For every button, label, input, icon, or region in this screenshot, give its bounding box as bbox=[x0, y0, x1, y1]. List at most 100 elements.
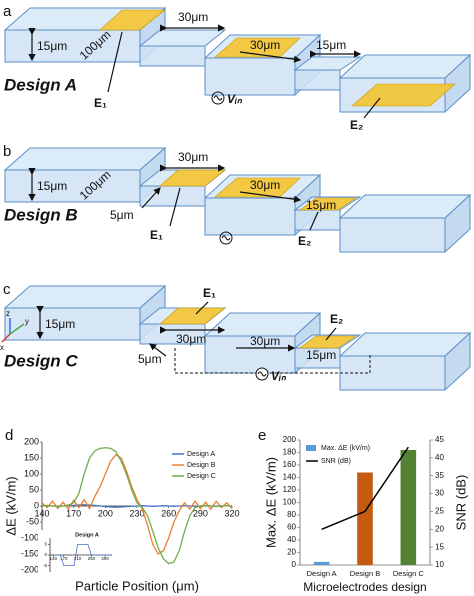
panel-letter: a bbox=[3, 3, 12, 20]
source-label: Vᵢₙ bbox=[227, 92, 243, 106]
x-tick-label: 290 bbox=[193, 508, 208, 518]
y-tick-label: 5 bbox=[44, 542, 47, 547]
panel-letter: b bbox=[3, 143, 11, 160]
bar bbox=[313, 561, 330, 565]
x-tick-label: 170 bbox=[60, 556, 68, 561]
y-tick-label: 100 bbox=[24, 468, 39, 478]
y-tick-label: 100 bbox=[283, 498, 297, 507]
x-axis-label: Microelectrodes design bbox=[303, 580, 426, 594]
y-tick-label: 20 bbox=[287, 548, 296, 557]
legend-swatch bbox=[306, 445, 316, 451]
dimension-label: 30μm bbox=[250, 178, 280, 192]
dimension-label: 5μm bbox=[110, 208, 134, 222]
dimension-label: 15μm bbox=[37, 39, 67, 53]
y-tick-label: 160 bbox=[283, 460, 297, 469]
dimension-label: 30μm bbox=[178, 150, 208, 164]
electrode-label: E₁ bbox=[203, 286, 216, 300]
y-tick-label: 120 bbox=[283, 485, 297, 494]
y-tick-label: 0 bbox=[34, 500, 39, 510]
y-tick-label: 200 bbox=[283, 435, 297, 444]
panel-c: c z y x 15μm Design C E₁ 30μm 5μm 30μm E… bbox=[0, 281, 471, 391]
inset-title: Design A bbox=[75, 532, 99, 538]
data-line bbox=[41, 447, 233, 565]
dimension-label: 5μm bbox=[138, 352, 162, 366]
electrode-label: E₁ bbox=[94, 96, 107, 110]
data-line bbox=[41, 453, 233, 555]
panel-letter: d bbox=[5, 427, 13, 444]
legend-label: Design B bbox=[187, 462, 216, 469]
x-tick-label: Design B bbox=[350, 569, 380, 578]
y-tick-label: -50 bbox=[26, 516, 39, 526]
axis-letter: z bbox=[6, 309, 10, 318]
electrode-label: E₁ bbox=[150, 228, 163, 242]
panel-letter: e bbox=[258, 427, 266, 444]
y-tick-label: 50 bbox=[29, 484, 39, 494]
inset-background bbox=[38, 530, 116, 578]
x-tick-label: 260 bbox=[161, 508, 176, 518]
y-tick-label: -100 bbox=[21, 532, 39, 542]
design-label: Design C bbox=[4, 351, 78, 370]
electrode-label: E₂ bbox=[298, 234, 311, 248]
x-tick-label: 320 bbox=[224, 508, 239, 518]
dimension-label: 30μm bbox=[176, 332, 206, 346]
y-tick-label: -5 bbox=[43, 563, 47, 568]
dimension-label: 30μm bbox=[250, 334, 280, 348]
design-label: Design B bbox=[4, 205, 78, 224]
legend-label: Design A bbox=[187, 451, 215, 458]
y2-tick-label: 30 bbox=[435, 489, 444, 498]
y-tick-label: -150 bbox=[21, 548, 39, 558]
y-tick-label: 0 bbox=[44, 552, 47, 557]
y-tick-label: 0 bbox=[292, 560, 297, 569]
dimension-label: 15μm bbox=[37, 179, 67, 193]
electrode-label: E₂ bbox=[330, 312, 343, 326]
panel-letter: c bbox=[3, 281, 11, 298]
data-line bbox=[321, 446, 409, 530]
dimension-label: 15μm bbox=[45, 317, 75, 331]
legend-label: SNR (dB) bbox=[321, 458, 351, 465]
bar bbox=[400, 450, 417, 565]
dimension-label: 30μm bbox=[178, 10, 208, 24]
x-tick-label: Design A bbox=[307, 569, 337, 578]
axis-letter: y bbox=[25, 317, 29, 326]
data-line bbox=[53, 543, 109, 567]
y2-tick-label: 25 bbox=[435, 507, 444, 516]
y-tick-label: 80 bbox=[287, 510, 296, 519]
y2-axis-label: SNR (dB) bbox=[453, 475, 468, 531]
x-tick-label: 140 bbox=[50, 556, 58, 561]
y-axis-label: ΔE (kV/m) bbox=[3, 476, 18, 535]
y2-tick-label: 45 bbox=[435, 435, 444, 444]
y-axis-label: Max. ΔE (kV/m) bbox=[263, 457, 278, 548]
x-tick-label: 230 bbox=[129, 508, 144, 518]
panel-a: a 15μm 100μm 30μm 30μm 15μm Design A E₁ … bbox=[3, 3, 471, 132]
source-label: Vᵢₙ bbox=[271, 369, 287, 383]
y2-tick-label: 20 bbox=[435, 524, 444, 533]
design-label: Design A bbox=[4, 75, 77, 94]
x-tick-label: Design C bbox=[393, 569, 424, 578]
x-tick-label: 140 bbox=[34, 508, 49, 518]
x-tick-label: 170 bbox=[66, 508, 81, 518]
y2-tick-label: 15 bbox=[435, 542, 444, 551]
y-tick-label: 150 bbox=[24, 452, 39, 462]
y2-tick-label: 10 bbox=[435, 560, 444, 569]
legend-label: Max. ΔE (kV/m) bbox=[321, 445, 370, 452]
y-tick-label: 200 bbox=[24, 436, 39, 446]
x-tick-label: 200 bbox=[98, 508, 113, 518]
dimension-label: 15μm bbox=[306, 348, 336, 362]
y-tick-label: 180 bbox=[283, 448, 297, 457]
x-tick-label: 290 bbox=[101, 556, 109, 561]
dimension-label: 15μm bbox=[316, 38, 346, 52]
y-tick-label: 40 bbox=[287, 535, 296, 544]
bar bbox=[357, 472, 373, 565]
dimension-label: 15μm bbox=[306, 198, 336, 212]
x-axis-label: Particle Position (μm) bbox=[75, 578, 199, 593]
legend-label: Design C bbox=[187, 473, 216, 480]
y-tick-label: 140 bbox=[283, 473, 297, 482]
electrode-label: E₂ bbox=[350, 118, 363, 132]
x-tick-label: 250 bbox=[88, 556, 96, 561]
x-tick-label: 210 bbox=[74, 556, 82, 561]
y-tick-label: 60 bbox=[287, 523, 296, 532]
y-tick-label: -200 bbox=[21, 564, 39, 574]
y2-tick-label: 35 bbox=[435, 471, 444, 480]
y2-tick-label: 40 bbox=[435, 453, 444, 462]
